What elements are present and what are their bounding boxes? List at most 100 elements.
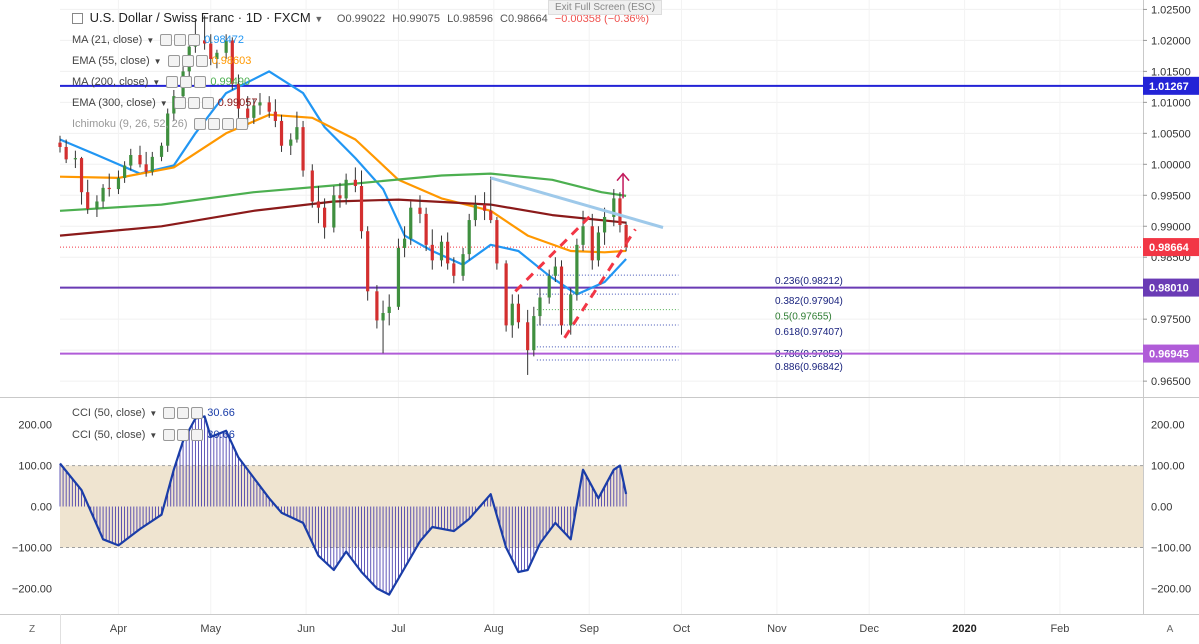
symbol-legend[interactable]: U.S. Dollar / Swiss Franc · 1D · FXCM ▼ … [72, 10, 649, 25]
candle-body [79, 158, 84, 193]
candle-body [581, 226, 585, 245]
close-icon[interactable] [221, 118, 234, 130]
indicator-value: 0.98472 [204, 34, 244, 46]
chevron-down-icon[interactable]: ▼ [149, 408, 158, 418]
gear-icon[interactable] [177, 429, 190, 441]
time-tick-label: Nov [767, 623, 787, 635]
legend-ma21[interactable]: MA (21, close) ▼ 0.98472 [72, 34, 244, 46]
candle-body [107, 187, 111, 190]
gear-icon[interactable] [207, 118, 220, 130]
candle-body [301, 127, 305, 171]
candle-body [430, 244, 434, 261]
chevron-down-icon[interactable]: ▼ [314, 14, 324, 24]
cci-tick-label-left: 200.00 [18, 420, 52, 432]
price-level-label: 0.96945 [1149, 349, 1189, 361]
more-icon[interactable] [235, 118, 248, 130]
chevron-down-icon[interactable]: ▼ [149, 430, 158, 440]
eye-icon[interactable] [166, 76, 179, 88]
candle-body [123, 165, 127, 178]
candle-body [553, 266, 557, 276]
price-tick-label: 1.00000 [1151, 159, 1191, 171]
eye-icon[interactable] [167, 55, 180, 67]
close-icon[interactable] [188, 34, 201, 46]
exit-fullscreen-button[interactable]: Exit Full Screen (ESC) [548, 0, 663, 15]
arrow-head [616, 172, 630, 182]
price-tick-label: 1.02000 [1151, 35, 1191, 47]
candlesticks [58, 15, 628, 375]
cci-axis[interactable]: 200.00 200.00 100.00 100.00 0.00 0.00 −100.00 −… [12, 420, 1191, 596]
indicator-label: CCI (50, close) [72, 407, 146, 419]
candle-body [596, 232, 601, 261]
candle-body [289, 139, 293, 146]
gear-icon[interactable] [187, 97, 200, 109]
candle-body [409, 207, 413, 239]
candle-body [516, 303, 521, 323]
candle-body [353, 179, 357, 186]
eye-icon[interactable] [163, 429, 176, 441]
candle-body [86, 192, 90, 209]
close-icon[interactable] [191, 429, 204, 441]
collapse-icon[interactable] [72, 13, 83, 25]
candle-body [467, 220, 471, 255]
candle-body [236, 83, 241, 109]
chevron-down-icon[interactable]: ▼ [146, 35, 155, 45]
candle-body [310, 170, 314, 202]
eye-off-icon[interactable] [193, 118, 206, 130]
price-level-badge [1143, 76, 1199, 95]
ma-line [59, 113, 627, 254]
time-tick-label: Jun [297, 623, 315, 635]
candle-body [224, 40, 228, 53]
candle-body [396, 247, 401, 307]
legend-ma200[interactable]: MA (200, close) ▼ 0.99490 [72, 76, 250, 88]
candle-body [575, 244, 579, 295]
candle-body [418, 207, 422, 214]
gear-icon[interactable] [180, 76, 193, 88]
close-icon[interactable] [191, 407, 204, 419]
price-axis[interactable]: 1.02500 1.02000 1.01500 1.01000 1.00500 1.000… [1143, 4, 1199, 388]
legend-cci-1[interactable]: CCI (50, close) ▼ 30.66 [72, 407, 235, 419]
candle-body [279, 120, 284, 146]
candle-body [452, 263, 456, 276]
chevron-down-icon[interactable]: ▼ [159, 98, 168, 108]
candle-body [267, 102, 271, 112]
fib-level-label: 0.618(0.97407) [775, 327, 843, 338]
channel-line [514, 212, 594, 293]
candle-body [344, 179, 348, 199]
legend-ichimoku[interactable]: Ichimoku (9, 26, 52, 26) [72, 118, 248, 130]
gear-icon[interactable] [174, 34, 187, 46]
candle-body [375, 291, 379, 321]
gear-icon[interactable] [181, 55, 194, 67]
time-tick-label: Jul [391, 623, 405, 635]
candle-body [590, 226, 594, 261]
time-tick-label: 2020 [952, 623, 976, 635]
ma-line [59, 172, 627, 212]
auto-scale-button[interactable]: A [1167, 624, 1174, 635]
gear-icon[interactable] [177, 407, 190, 419]
trendline [490, 176, 664, 229]
close-icon[interactable] [195, 55, 208, 67]
candle-body [359, 185, 364, 232]
chevron-down-icon[interactable]: ▼ [152, 77, 161, 87]
close-icon[interactable] [194, 76, 207, 88]
eye-icon[interactable] [163, 407, 176, 419]
candle-body [446, 241, 450, 264]
time-axis[interactable]: Apr May Jun Jul Aug Sep Oct Nov Dec 2020 Feb [110, 623, 1070, 635]
legend-cci-2[interactable]: CCI (50, close) ▼ 30.66 [72, 429, 235, 441]
indicator-value: 30.66 [207, 407, 235, 419]
chevron-down-icon[interactable]: ▼ [153, 56, 162, 66]
candle-body [273, 111, 277, 121]
candle-body [366, 231, 370, 292]
candle-body [116, 177, 121, 190]
legend-ema55[interactable]: EMA (55, close) ▼ 0.98603 [72, 55, 251, 67]
eye-icon[interactable] [160, 34, 173, 46]
timezone-button[interactable]: Z [29, 624, 35, 635]
symbol-name: U.S. Dollar / Swiss Franc [89, 10, 235, 25]
time-tick-label: Feb [1050, 623, 1069, 635]
cci-tick-label-left: 100.00 [18, 461, 52, 473]
candle-body [332, 195, 336, 228]
legend-ema300[interactable]: EMA (300, close) ▼ 0.99057 [72, 97, 257, 109]
cci-tick-label-right: −100.00 [1151, 542, 1191, 554]
eye-icon[interactable] [173, 97, 186, 109]
indicator-label: MA (21, close) [72, 34, 143, 46]
close-icon[interactable] [201, 97, 214, 109]
